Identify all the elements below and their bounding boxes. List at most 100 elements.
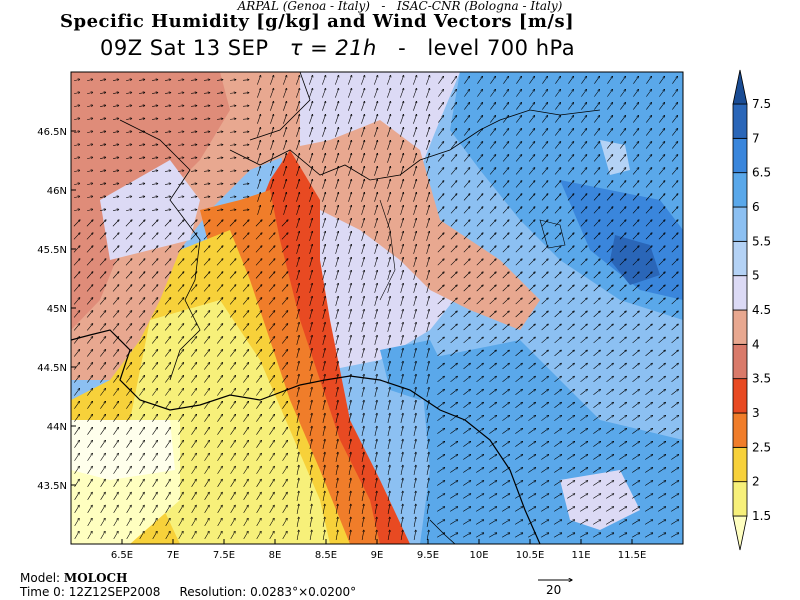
- wind-vector: [645, 233, 652, 240]
- wind-vector: [541, 207, 548, 214]
- wind-vector: [322, 218, 326, 228]
- wind-vector: [554, 181, 561, 188]
- wind-vector: [268, 233, 275, 240]
- wind-vector: [242, 246, 249, 253]
- wind-vector: [309, 153, 312, 163]
- wind-vector: [361, 205, 365, 215]
- wind-vector: [361, 218, 365, 228]
- wind-vector: [138, 246, 145, 253]
- wind-vector: [400, 75, 403, 85]
- humidity-field: [71, 72, 683, 544]
- wind-vector: [361, 166, 364, 176]
- wind-vector: [387, 153, 390, 163]
- lon-tick-label: 7E: [167, 550, 180, 561]
- credits-left: ARPAL (Genoa - Italy): [237, 0, 370, 13]
- wind-vector: [632, 155, 639, 162]
- wind-vector: [580, 207, 587, 214]
- wind-vector: [593, 246, 600, 253]
- wind-vector: [125, 220, 132, 227]
- wind-vector: [671, 207, 678, 214]
- wind-vector: [451, 115, 456, 123]
- wind-vector: [400, 140, 403, 150]
- colorbar-segment: [732, 103, 748, 139]
- wind-vector: [671, 181, 678, 188]
- wind-vector: [335, 205, 339, 215]
- colorbar-segment: [732, 309, 748, 345]
- wind-vector: [593, 181, 600, 188]
- wind-vector: [139, 170, 145, 171]
- wind-vector: [554, 141, 561, 149]
- lon-tick-label: 9E: [371, 550, 384, 561]
- wind-vector: [387, 231, 391, 241]
- wind-vector: [489, 128, 496, 136]
- wind-vector: [515, 220, 522, 227]
- wind-vector: [374, 270, 378, 280]
- wind-vector: [502, 155, 509, 162]
- wind-vector: [593, 194, 600, 201]
- wind-vector: [242, 93, 249, 94]
- wind-vector: [659, 115, 664, 123]
- wind-vector: [361, 153, 364, 163]
- wind-vector: [126, 144, 132, 145]
- wind-vector: [296, 257, 300, 267]
- wind-vector: [463, 272, 470, 279]
- wind-vectors: [73, 75, 679, 540]
- wind-vector: [309, 218, 313, 228]
- colorbar-segment: [732, 378, 748, 414]
- wind-vector: [100, 170, 106, 172]
- wind-vector: [646, 89, 651, 97]
- wind-vector: [426, 244, 430, 254]
- wind-vector: [451, 89, 456, 97]
- wind-vector: [426, 257, 430, 267]
- wind-vector: [528, 128, 535, 136]
- wind-vector: [348, 231, 352, 241]
- wind-vector: [607, 102, 612, 110]
- wind-vector: [374, 75, 377, 85]
- wind-vector: [476, 155, 483, 162]
- wind-vector: [203, 158, 210, 159]
- wind-vector: [633, 76, 638, 84]
- wind-vector: [619, 246, 626, 253]
- wind-vector: [257, 205, 261, 215]
- model-name: MOLOCH: [63, 571, 128, 585]
- wind-vector: [387, 140, 390, 150]
- wind-vector: [151, 131, 158, 132]
- wind-vector: [361, 101, 364, 111]
- wind-vector: [542, 89, 547, 97]
- wind-vector: [203, 259, 210, 266]
- wind-vector: [283, 140, 286, 150]
- wind-vector: [126, 209, 132, 210]
- wind-vector: [374, 140, 377, 150]
- wind-vector: [633, 89, 638, 97]
- wind-vector: [283, 114, 286, 124]
- wind-vector: [242, 259, 249, 266]
- wind-vector: [283, 153, 286, 163]
- wind-vector: [426, 101, 429, 111]
- wind-vector: [100, 92, 106, 94]
- wind-vector: [203, 80, 210, 81]
- wind-vector: [400, 88, 403, 98]
- valid-time: 09Z Sat 13 SEP: [100, 36, 269, 60]
- wind-vector: [270, 75, 273, 85]
- wind-vector: [100, 183, 106, 185]
- wind-vector: [659, 102, 664, 110]
- wind-vector: [567, 181, 574, 188]
- wind-vector: [632, 246, 639, 253]
- wind-vector: [87, 157, 93, 160]
- wind-vector: [516, 89, 521, 97]
- wind-vector: [255, 272, 262, 279]
- wind-vector: [541, 141, 548, 149]
- wind-vector: [74, 118, 80, 121]
- wind-vector: [542, 115, 547, 123]
- wind-vector: [270, 179, 273, 189]
- wind-vector: [348, 101, 351, 111]
- wind-vector: [541, 246, 548, 253]
- wind-vector: [87, 118, 93, 121]
- wind-vector: [151, 92, 158, 93]
- wind-vector: [151, 170, 158, 171]
- wind-vector: [374, 114, 377, 124]
- wind-vector: [335, 153, 338, 163]
- wind-vector: [203, 145, 210, 146]
- wind-vector: [567, 128, 574, 136]
- wind-vector: [139, 79, 145, 80]
